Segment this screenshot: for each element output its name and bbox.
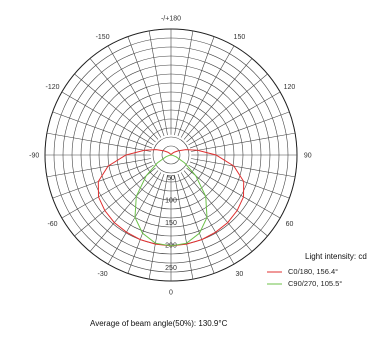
- grid-spoke: [174, 30, 194, 136]
- polar-grid: [44, 28, 298, 282]
- grid-spoke: [189, 111, 290, 149]
- series-line: [134, 154, 208, 247]
- legend: Light intensity: cd C0/180, 156.4° C90/2…: [267, 252, 367, 288]
- angle-tick-label: -/+180: [161, 16, 181, 23]
- angle-tick-label: 0: [169, 289, 173, 296]
- angle-tick-label: 120: [284, 84, 296, 91]
- grid-spoke: [186, 73, 268, 143]
- angle-tick-label: -120: [46, 84, 60, 91]
- grid-spoke: [61, 164, 154, 219]
- grid-spoke: [61, 91, 154, 146]
- grid-spoke: [46, 158, 152, 178]
- grid-spoke: [183, 170, 253, 252]
- legend-item-c0: C0/180, 156.4°: [288, 267, 338, 276]
- angle-tick-label: -30: [98, 271, 108, 278]
- grid-circle: [152, 136, 190, 174]
- grid-spoke: [180, 45, 235, 138]
- grid-spoke: [186, 167, 268, 237]
- grid-spoke: [74, 167, 156, 237]
- grid-spoke: [52, 111, 153, 149]
- grid-spoke: [127, 173, 165, 274]
- grid-spoke: [46, 132, 152, 152]
- grid-spoke: [190, 132, 296, 152]
- grid-spoke: [127, 36, 165, 137]
- grid-spoke: [107, 45, 162, 138]
- angle-tick-label: 30: [236, 271, 244, 278]
- grid-spoke: [189, 161, 290, 199]
- grid-spoke: [148, 30, 168, 136]
- grid-spoke: [52, 161, 153, 199]
- angle-tick-label: 90: [304, 153, 312, 160]
- legend-title: Light intensity: cd: [305, 252, 367, 261]
- legend-item-c90: C90/270, 105.5°: [288, 279, 342, 288]
- grid-spoke: [183, 58, 253, 140]
- angle-tick-label: -150: [96, 34, 110, 41]
- angle-tick-label: -90: [29, 153, 39, 160]
- grid-spoke: [177, 173, 215, 274]
- grid-spoke: [188, 91, 281, 146]
- grid-circle: [161, 145, 181, 165]
- grid-spoke: [107, 172, 162, 265]
- angle-tick-label: 60: [286, 221, 294, 228]
- grid-spoke: [180, 172, 235, 265]
- grid-spoke: [177, 36, 215, 137]
- grid-spoke: [89, 58, 159, 140]
- radial-tick-label: 50: [167, 175, 175, 182]
- radial-tick-label: 150: [165, 220, 177, 227]
- grid-spoke: [74, 73, 156, 143]
- grid-spoke: [89, 170, 159, 252]
- angle-tick-label: 150: [234, 34, 246, 41]
- intensity-curves: [97, 149, 245, 247]
- radial-tick-label: 250: [165, 265, 177, 272]
- grid-spoke: [174, 174, 194, 280]
- grid-spoke: [148, 174, 168, 280]
- angle-tick-label: -60: [47, 221, 57, 228]
- angle-tick-labels: -/+180 150 -150 120 -120 90 -90 60 -60 30 -30 0: [29, 16, 312, 297]
- beam-angle-note: Average of beam angle(50%): 130.9°C: [90, 319, 228, 328]
- grid-spoke: [190, 158, 296, 178]
- radial-tick-label: 100: [165, 198, 177, 205]
- grid-spoke: [188, 164, 281, 219]
